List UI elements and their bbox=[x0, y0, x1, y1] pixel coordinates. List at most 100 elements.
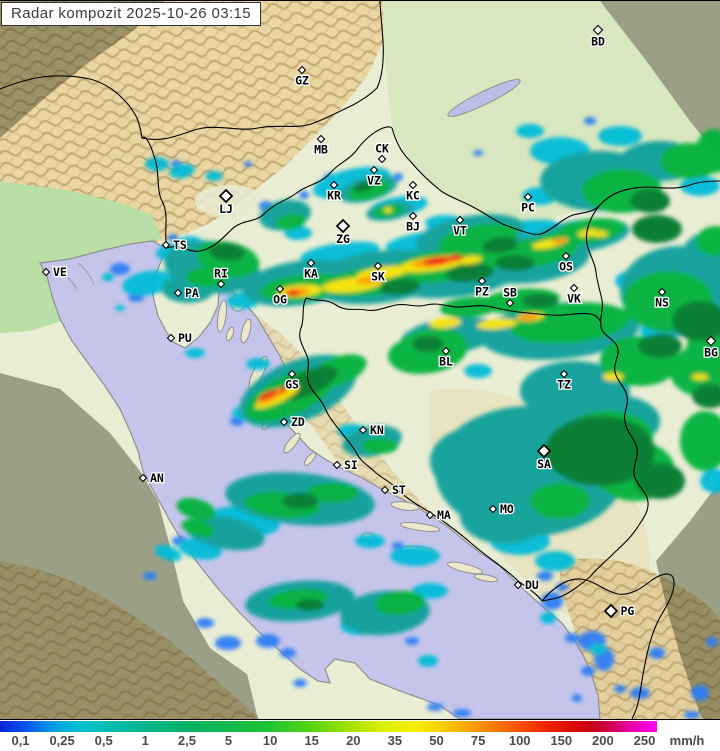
map-title: Radar kompozit 2025-10-26 03:15 bbox=[11, 5, 252, 22]
city-label: KR bbox=[327, 189, 341, 203]
radar-echo bbox=[680, 411, 720, 471]
city-mb: MB bbox=[313, 134, 329, 158]
city-marker-icon bbox=[316, 134, 326, 144]
radar-echo bbox=[649, 647, 665, 659]
border-slovenia-croatia bbox=[166, 126, 393, 252]
radar-echo bbox=[176, 498, 216, 520]
radar-echo bbox=[279, 387, 287, 393]
city-label: BJ bbox=[406, 220, 420, 234]
city-marker-icon bbox=[408, 180, 418, 190]
radar-echo bbox=[418, 655, 438, 667]
city-vk: VK bbox=[566, 283, 582, 307]
city-marker-icon bbox=[173, 288, 183, 298]
city-pc: PC bbox=[520, 192, 536, 216]
radar-echo bbox=[495, 255, 535, 271]
city-kc: KC bbox=[405, 180, 421, 204]
border-mne-link bbox=[541, 576, 591, 602]
radar-echo bbox=[154, 544, 182, 562]
city-kn: KN bbox=[358, 422, 385, 438]
radar-echo bbox=[535, 551, 575, 571]
radar-echo bbox=[696, 226, 720, 256]
legend-tick: 75 bbox=[470, 733, 486, 748]
radar-echo bbox=[572, 694, 582, 702]
legend-tick: 20 bbox=[346, 733, 361, 748]
radar-echo bbox=[115, 305, 125, 311]
city-marker-icon bbox=[559, 369, 569, 379]
radar-echo bbox=[430, 426, 530, 496]
radar-echo bbox=[276, 213, 306, 231]
city-marker-icon bbox=[523, 192, 533, 202]
city-marker-icon bbox=[218, 188, 234, 204]
radar-echo bbox=[423, 257, 451, 265]
city-bg: BG bbox=[703, 335, 719, 361]
city-tz: TZ bbox=[556, 369, 572, 393]
radar-echo bbox=[256, 634, 280, 648]
border-hungary-croatia bbox=[391, 127, 720, 235]
radar-echo bbox=[209, 242, 245, 262]
city-label: KC bbox=[406, 189, 420, 203]
radar-echo bbox=[393, 173, 403, 181]
radar-echo bbox=[296, 599, 324, 611]
city-marker-icon bbox=[335, 218, 351, 234]
city-label: PC bbox=[521, 201, 535, 215]
radar-echo bbox=[706, 637, 718, 647]
city-label: BD bbox=[591, 35, 605, 49]
radar-echo bbox=[700, 469, 720, 493]
radar-echo bbox=[196, 618, 214, 628]
city-marker-icon bbox=[329, 180, 339, 190]
radar-echo bbox=[412, 583, 448, 599]
radar-echo bbox=[684, 711, 700, 719]
radar-echo bbox=[110, 263, 130, 275]
city-kr: KR bbox=[326, 180, 342, 204]
radar-echo bbox=[584, 117, 596, 125]
map-canvas: VE TS RI PA PU LJ GZ MB CK VZ KR KC ZG BJ VT KA SK OG PZ PC… bbox=[0, 1, 720, 719]
radar-echo bbox=[552, 237, 568, 245]
city-label: AN bbox=[150, 471, 164, 485]
legend: 0,1 0,25 0,5 1 2,5 5 10 15 20 35 50 75 100 150 200 250 m… bbox=[0, 719, 720, 751]
city-marker-icon bbox=[369, 165, 379, 175]
radar-echo bbox=[672, 301, 720, 341]
border-danube-drina bbox=[585, 205, 649, 578]
city-marker-icon bbox=[477, 276, 487, 286]
radar-range-shade bbox=[0, 1, 720, 719]
city-label: VT bbox=[453, 224, 467, 238]
city-vz: VZ bbox=[366, 165, 382, 189]
city-pz: PZ bbox=[474, 276, 490, 300]
radar-echo bbox=[362, 438, 398, 454]
city-label: RI bbox=[214, 267, 228, 281]
radar-echo bbox=[598, 126, 642, 146]
city-label: PA bbox=[185, 286, 199, 300]
city-label: MO bbox=[500, 502, 514, 516]
city-label: MB bbox=[314, 143, 328, 157]
radar-echo bbox=[282, 493, 318, 509]
city-bl: BL bbox=[438, 346, 454, 370]
city-pg: PG bbox=[603, 603, 636, 619]
city-label: LJ bbox=[219, 202, 233, 216]
city-marker-icon bbox=[161, 240, 171, 250]
radar-echo bbox=[581, 666, 595, 676]
title-bar: Radar kompozit 2025-10-26 03:15 bbox=[1, 2, 262, 26]
city-st: ST bbox=[380, 482, 407, 498]
city-label: GS bbox=[285, 378, 299, 392]
radar-echo bbox=[518, 313, 538, 321]
radar-echo bbox=[258, 389, 278, 401]
radar-echo bbox=[246, 358, 270, 370]
city-label: VK bbox=[567, 292, 581, 306]
radar-echo bbox=[293, 679, 307, 687]
city-pa: PA bbox=[173, 285, 200, 301]
legend-ticks: 0,1 0,25 0,5 1 2,5 5 10 15 20 35 50 75 100 150 200 250 m… bbox=[0, 732, 720, 751]
radar-echo bbox=[603, 373, 623, 381]
city-du: DU bbox=[513, 577, 540, 593]
city-label: MA bbox=[437, 508, 451, 522]
city-label: PG bbox=[621, 604, 635, 618]
border-montenegro bbox=[541, 573, 675, 719]
radar-echo bbox=[244, 161, 252, 167]
city-marker-icon bbox=[603, 603, 619, 619]
radar-echo bbox=[286, 290, 300, 296]
border-sava bbox=[305, 297, 602, 324]
radar-echo bbox=[477, 318, 517, 330]
city-marker-icon bbox=[455, 215, 465, 225]
city-ri: RI bbox=[213, 265, 229, 289]
city-label: VZ bbox=[367, 174, 381, 188]
